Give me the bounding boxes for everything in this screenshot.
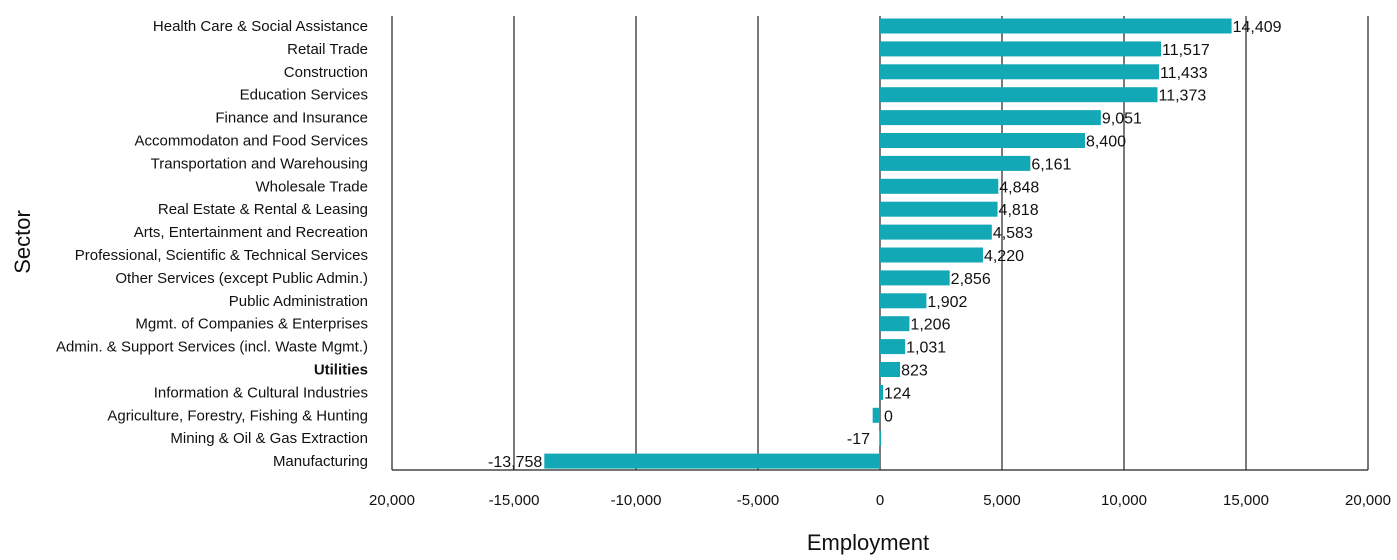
bar [880, 293, 927, 309]
data-label: 11,433 [1160, 65, 1208, 82]
data-label: 4,848 [999, 179, 1039, 196]
category-labels: Health Care & Social Assistance Retail Tr… [56, 18, 368, 470]
category-label: Information & Cultural Industries [154, 384, 368, 401]
x-axis-title: Employment [807, 530, 929, 555]
category-label: Real Estate & Rental & Leasing [158, 201, 368, 218]
bar [880, 133, 1085, 148]
data-labels: 14,409 11,517 11,433 11,373 9,051 8,400 6,161 4… [488, 19, 1282, 471]
category-label: Retail Trade [287, 41, 368, 58]
bar [880, 247, 983, 263]
bar [880, 362, 901, 377]
data-label: 124 [884, 385, 911, 402]
data-label: 8,400 [1086, 134, 1126, 151]
bar [880, 339, 906, 355]
data-label: 2,856 [951, 271, 991, 288]
data-label: 11,517 [1162, 42, 1210, 59]
data-label: 1,031 [906, 340, 946, 357]
x-tick-label: -15,000 [489, 492, 540, 509]
x-tick-label: 5,000 [983, 492, 1021, 509]
bar [880, 64, 1159, 80]
bar [879, 430, 882, 446]
bar [880, 316, 910, 332]
data-label: 6,161 [1031, 156, 1071, 173]
data-label: -17 [847, 431, 870, 448]
category-label: Arts, Entertainment and Recreation [134, 224, 368, 241]
bar [880, 87, 1158, 103]
category-label: Admin. & Support Services (incl. Waste M… [56, 339, 368, 356]
x-tick-label: 20,000 [369, 492, 415, 509]
x-tick-label: 20,000 [1345, 492, 1391, 509]
x-tick-label: 10,000 [1101, 492, 1147, 509]
x-tick-label: 15,000 [1223, 492, 1269, 509]
category-label: Transportation and Warehousing [151, 155, 368, 172]
data-label: 0 [884, 408, 893, 425]
category-label: Manufacturing [273, 453, 368, 470]
x-tick-labels: 20,000 -15,000 -10,000 -5,000 0 5,000 10,000 15… [369, 492, 1391, 509]
category-label: Mgmt. of Companies & Enterprises [135, 316, 368, 333]
data-label: 1,206 [910, 317, 950, 334]
category-label: Wholesale Trade [255, 178, 368, 195]
x-tick-label: -10,000 [611, 492, 662, 509]
bar [880, 155, 1031, 171]
axes [391, 16, 1368, 471]
category-label: Agriculture, Forestry, Fishing & Hunting [107, 407, 368, 424]
data-label: 4,818 [999, 202, 1039, 219]
bar [880, 270, 950, 286]
bar [880, 178, 999, 194]
bar [880, 18, 1232, 34]
y-axis-title: Sector [10, 210, 35, 274]
category-label: Public Administration [229, 293, 368, 310]
bar [544, 453, 880, 469]
bar [880, 41, 1162, 57]
data-label: -13,758 [488, 454, 542, 471]
bar [880, 224, 992, 240]
category-label: Construction [284, 64, 368, 81]
data-label: 4,583 [993, 225, 1033, 242]
gridlines [513, 16, 1369, 470]
category-label: Mining & Oil & Gas Extraction [170, 430, 368, 447]
category-label: Finance and Insurance [215, 110, 368, 127]
data-label: 823 [901, 363, 928, 380]
category-label: Utilities [314, 362, 368, 379]
bar [880, 201, 998, 217]
data-label: 4,220 [984, 248, 1024, 265]
x-tick-label: -5,000 [737, 492, 780, 509]
bar [880, 384, 884, 400]
bar [872, 407, 880, 423]
data-label: 9,051 [1102, 111, 1142, 128]
data-label: 1,902 [927, 294, 967, 311]
bars [544, 18, 1232, 469]
category-label: Professional, Scientific & Technical Ser… [75, 247, 368, 264]
x-tick-label: 0 [876, 492, 884, 509]
category-label: Accommodaton and Food Services [135, 133, 368, 150]
category-label: Health Care & Social Assistance [153, 18, 368, 35]
category-label: Education Services [240, 87, 368, 104]
category-label: Other Services (except Public Admin.) [115, 270, 368, 287]
bar [880, 110, 1101, 126]
data-label: 11,373 [1159, 88, 1207, 105]
data-label: 14,409 [1233, 19, 1282, 36]
